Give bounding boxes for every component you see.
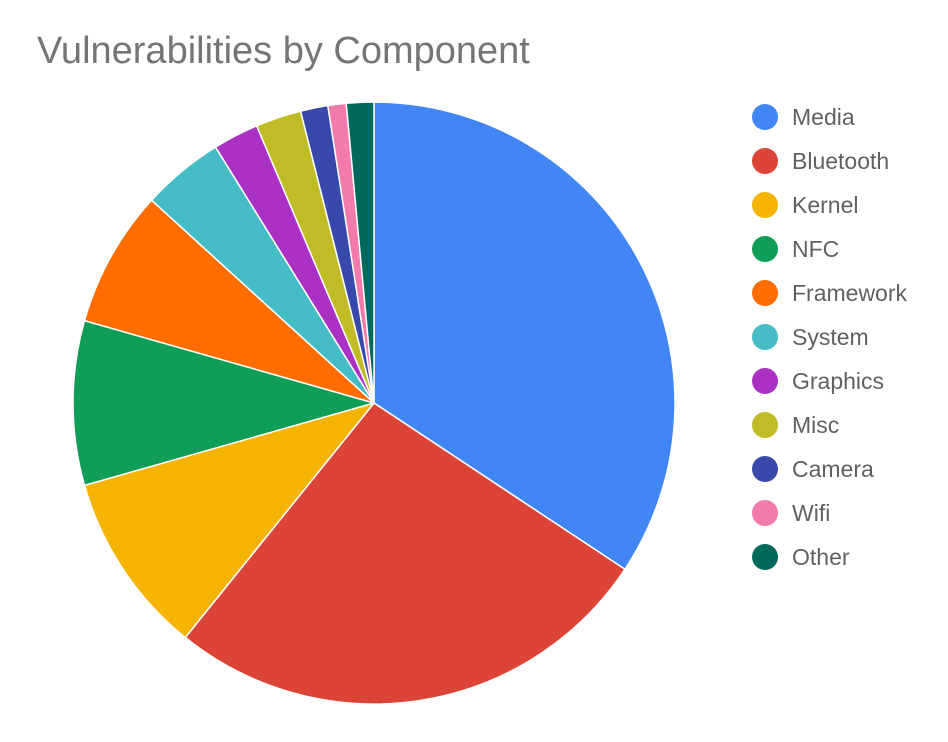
legend-swatch-icon (752, 104, 778, 130)
legend-swatch-icon (752, 192, 778, 218)
chart-legend: Media Bluetooth Kernel NFC Framework System Gr… (752, 95, 907, 579)
legend-item-wifi: Wifi (752, 491, 907, 535)
legend-swatch-icon (752, 280, 778, 306)
legend-swatch-icon (752, 544, 778, 570)
pie-slice-nfc (72, 319, 375, 487)
legend-item-graphics: Graphics (752, 359, 907, 403)
legend-swatch-icon (752, 324, 778, 350)
chart-title: Vulnerabilities by Component (37, 30, 530, 72)
legend-swatch-icon (752, 368, 778, 394)
legend-label: Media (792, 103, 855, 130)
legend-label: NFC (792, 235, 840, 262)
legend-label: Camera (792, 455, 874, 482)
legend-label: Graphics (792, 367, 885, 394)
legend-item-kernel: Kernel (752, 183, 907, 227)
legend-swatch-icon (752, 412, 778, 438)
legend-label: Wifi (792, 499, 831, 526)
legend-item-media: Media (752, 95, 907, 139)
legend-label: Kernel (792, 191, 859, 218)
legend-item-misc: Misc (752, 403, 907, 447)
legend-item-bluetooth: Bluetooth (752, 139, 907, 183)
legend-item-camera: Camera (752, 447, 907, 491)
legend-swatch-icon (752, 500, 778, 526)
pie-slice-kernel (83, 402, 375, 639)
legend-label: Other (792, 543, 850, 570)
legend-swatch-icon (752, 236, 778, 262)
legend-label: Bluetooth (792, 147, 890, 174)
legend-label: Misc (792, 411, 840, 438)
legend-item-other: Other (752, 535, 907, 579)
legend-item-framework: Framework (752, 271, 907, 315)
legend-swatch-icon (752, 456, 778, 482)
legend-label: Framework (792, 279, 908, 306)
pie-slice-bluetooth (184, 402, 626, 705)
legend-swatch-icon (752, 148, 778, 174)
legend-label: System (792, 323, 869, 350)
pie-slice-other (345, 101, 375, 404)
legend-item-system: System (752, 315, 907, 359)
pie-slice-framework (83, 199, 375, 404)
legend-item-nfc: NFC (752, 227, 907, 271)
